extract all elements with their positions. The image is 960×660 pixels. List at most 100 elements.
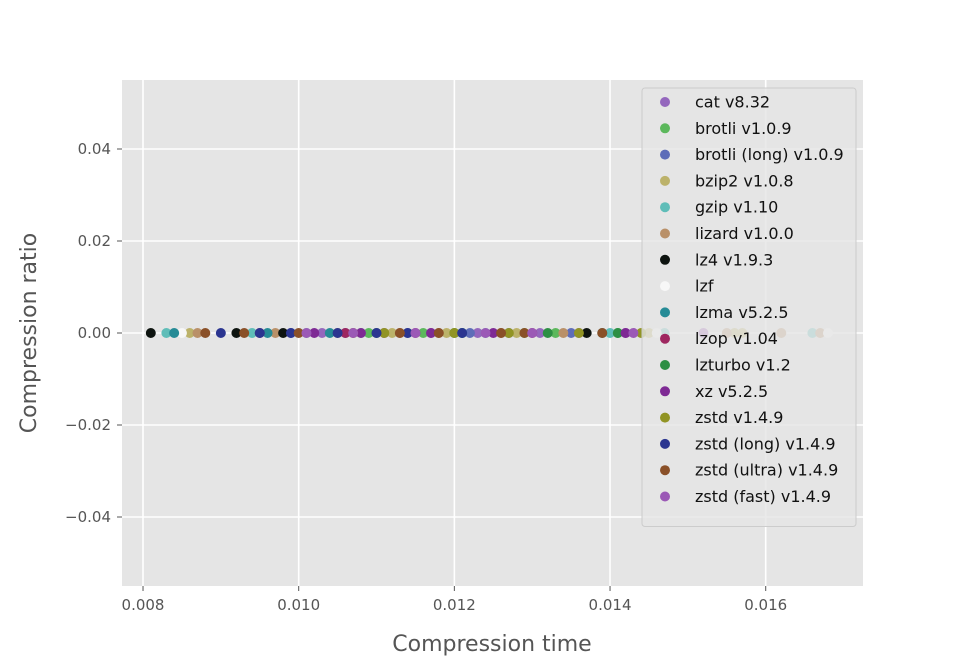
data-point: [605, 328, 616, 338]
data-point: [441, 328, 452, 338]
data-point: [379, 328, 390, 338]
data-point: [597, 328, 608, 338]
data-point: [550, 328, 561, 338]
data-point: [534, 328, 545, 338]
legend-marker: [660, 412, 670, 423]
data-point: [278, 328, 289, 338]
legend-marker: [660, 438, 670, 449]
data-point: [145, 328, 156, 338]
y-tick-label: −0.02: [65, 416, 111, 434]
legend-label: lzf: [695, 277, 714, 296]
data-point: [246, 328, 257, 338]
data-point: [363, 328, 374, 338]
legend-marker: [660, 333, 670, 344]
data-point: [293, 328, 304, 338]
data-point: [457, 328, 468, 338]
data-point: [161, 328, 172, 338]
data-point: [254, 328, 265, 338]
data-point: [192, 328, 203, 338]
data-point: [628, 328, 639, 338]
data-point: [402, 328, 413, 338]
x-tick-label: 0.012: [433, 596, 476, 614]
data-point: [332, 328, 343, 338]
legend-marker: [660, 360, 670, 370]
x-tick-label: 0.016: [744, 596, 787, 614]
legend-label: xz v5.2.5: [695, 382, 768, 401]
legend-marker: [660, 175, 670, 186]
series-13: [215, 328, 468, 338]
data-point: [348, 328, 359, 338]
data-point: [496, 328, 507, 338]
data-point: [215, 328, 226, 338]
data-point: [488, 328, 499, 338]
data-point: [418, 328, 429, 338]
legend-box: [641, 87, 857, 527]
y-tick-label: −0.04: [65, 508, 111, 526]
legend-label: bzip2 v1.0.8: [695, 171, 794, 190]
data-point: [464, 328, 475, 338]
data-point: [527, 328, 538, 338]
legend-label: lzturbo v1.2: [695, 356, 791, 375]
data-point: [566, 328, 577, 338]
legend-marker: [660, 307, 670, 318]
legend-marker: [660, 281, 670, 292]
legend-label: brotli (long) v1.0.9: [695, 145, 844, 164]
data-point: [169, 328, 180, 338]
y-tick-label: 0.00: [78, 324, 111, 342]
legend-label: lz4 v1.9.3: [695, 250, 773, 269]
data-point: [231, 328, 242, 338]
legend-marker: [660, 465, 670, 476]
legend-label: zstd (fast) v1.4.9: [695, 487, 831, 506]
series-6: [145, 328, 592, 338]
data-point: [355, 328, 366, 338]
data-point: [433, 328, 444, 338]
data-point: [573, 328, 584, 338]
data-point: [340, 328, 351, 338]
legend-label: lizard v1.0.0: [695, 224, 794, 243]
data-point: [581, 328, 592, 338]
data-point: [426, 328, 437, 338]
legend-label: lzop v1.04: [695, 329, 778, 348]
y-tick-label: 0.02: [78, 232, 111, 250]
data-point: [410, 328, 421, 338]
legend-marker: [660, 97, 670, 107]
data-point: [620, 328, 631, 338]
data-point: [612, 328, 623, 338]
data-point: [503, 328, 514, 338]
data-point: [371, 328, 382, 338]
x-tick-label: 0.014: [589, 596, 632, 614]
legend-marker: [660, 123, 670, 134]
data-point: [184, 328, 195, 338]
data-point: [200, 328, 211, 338]
data-point: [301, 328, 312, 338]
legend-marker: [660, 386, 670, 397]
data-point: [317, 328, 328, 338]
data-point: [394, 328, 405, 338]
data-point: [472, 328, 483, 338]
legend-marker: [660, 491, 670, 502]
data-point: [239, 328, 250, 338]
data-point: [542, 328, 553, 338]
axis-ticks: 0.008 0.010 0.012 0.014 0.016 0.04 0.02 0.00 −0.…: [65, 140, 787, 614]
y-axis-label: Compression ratio: [17, 233, 42, 433]
legend-label: gzip v1.10: [695, 198, 778, 217]
data-point: [262, 328, 273, 338]
legend-label: zstd (long) v1.4.9: [695, 434, 836, 453]
data-point: [519, 328, 530, 338]
legend-label: brotli v1.0.9: [695, 119, 792, 138]
legend-label: cat v8.32: [695, 93, 770, 112]
legend-label: zstd v1.4.9: [695, 408, 783, 427]
data-point: [387, 328, 398, 338]
legend-marker: [660, 202, 670, 213]
data-point: [270, 328, 281, 338]
legend-marker: [660, 149, 670, 160]
x-axis-label: Compression time: [392, 632, 591, 657]
legend-marker: [660, 228, 670, 239]
data-point: [449, 328, 460, 338]
data-point: [480, 328, 491, 338]
series-11: [309, 328, 631, 338]
data-point: [324, 328, 335, 338]
data-point: [285, 328, 296, 338]
legend-label: zstd (ultra) v1.4.9: [695, 461, 838, 480]
